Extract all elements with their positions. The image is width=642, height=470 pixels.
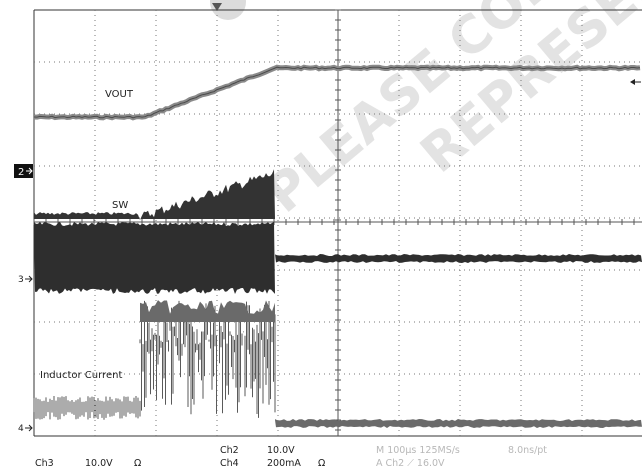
sw-label: SW [112,200,128,211]
trigger-readout: A Ch2 ⟋ 16.0V [376,458,445,469]
ch3-trace [34,222,642,294]
timebase-readout: M 100µs 125MS/s [376,445,460,456]
vout-trace-core [33,66,641,119]
inductor-current-band [140,300,642,428]
right-arrow-icon [630,79,641,85]
ch2-scale: 10.0V [267,445,295,456]
trigger-position-icon [212,3,222,11]
watermark: PLEASE CON REPRESEN [210,0,642,225]
channel-3-marker-label: 3 [18,275,24,285]
ch3-scale: 10.0V [85,458,113,469]
waveforms [33,64,642,428]
inductor-current-label: Inductor Current [40,370,122,381]
ch4-coupling: Ω [318,458,325,469]
channel-4-marker-label: 4 [18,424,24,434]
sw-trace [34,169,275,220]
inductor-current-trace [33,300,276,420]
status-bar: Ch3 10.0V Ω Ch2 10.0V Ch4 200mA Ω M 100µ… [35,445,547,469]
channel-2-marker-label: 2 [18,167,24,178]
ch2-name: Ch2 [220,445,239,456]
channel-2-marker[interactable]: 2 [14,164,33,178]
ch3-name: Ch3 [35,458,54,469]
ch3-coupling: Ω [134,458,141,469]
ch4-scale: 200mA [267,458,301,469]
channel-3-marker[interactable]: 3 [18,275,33,285]
vout-label: VOUT [105,89,134,100]
ch4-name: Ch4 [220,458,239,469]
channel-4-marker[interactable]: 4 [18,424,33,434]
sample-interval: 8.0ns/pt [508,445,547,456]
